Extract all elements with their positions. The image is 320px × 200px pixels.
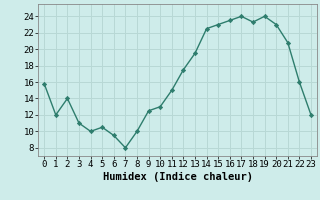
X-axis label: Humidex (Indice chaleur): Humidex (Indice chaleur): [103, 172, 252, 182]
